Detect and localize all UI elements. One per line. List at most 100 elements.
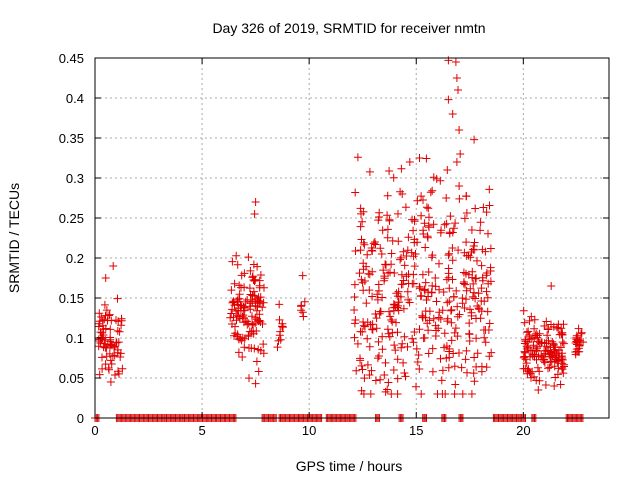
data-point — [350, 293, 359, 301]
data-point — [359, 238, 368, 247]
data-point — [251, 379, 260, 388]
data-point — [367, 366, 376, 375]
data-point — [253, 262, 262, 271]
data-point — [228, 320, 236, 328]
data-point — [424, 204, 433, 213]
data-point — [392, 289, 401, 298]
data-point — [445, 347, 454, 356]
y-tick-label: 0 — [77, 411, 84, 426]
data-point — [412, 382, 420, 391]
data-point — [435, 259, 443, 268]
data-point — [226, 313, 235, 322]
data-point — [107, 360, 116, 368]
data-point — [410, 238, 419, 247]
data-point — [471, 204, 480, 213]
data-point — [356, 204, 365, 213]
data-point — [422, 203, 431, 212]
data-point — [250, 275, 259, 284]
data-point — [103, 316, 112, 325]
data-point — [98, 328, 106, 337]
data-point — [393, 390, 402, 398]
data-point — [469, 279, 478, 288]
data-point — [372, 314, 381, 323]
data-point — [398, 280, 407, 289]
data-point — [428, 367, 437, 376]
data-point — [361, 322, 369, 331]
data-point — [542, 342, 551, 351]
data-point — [276, 335, 285, 344]
data-point — [470, 135, 479, 144]
data-point — [420, 219, 429, 228]
data-point — [547, 357, 556, 366]
data-point — [385, 307, 393, 316]
data-point — [245, 327, 254, 336]
data-point — [524, 327, 533, 336]
data-point — [300, 297, 309, 306]
data-point — [374, 337, 383, 346]
data-point — [397, 164, 406, 173]
data-point — [403, 287, 412, 296]
data-point — [239, 303, 248, 311]
data-point — [447, 318, 456, 327]
data-point — [454, 86, 462, 94]
data-point — [524, 344, 533, 352]
y-tick-label: 0.15 — [59, 291, 84, 306]
data-point — [375, 352, 383, 360]
data-point — [460, 214, 469, 223]
y-tick-label: 0.2 — [66, 251, 84, 266]
data-point — [476, 218, 485, 227]
data-point — [477, 284, 486, 293]
data-point — [409, 338, 418, 347]
data-point — [363, 334, 372, 343]
data-point — [105, 365, 113, 374]
data-point — [244, 253, 253, 262]
data-point — [533, 344, 541, 353]
data-point — [455, 126, 464, 134]
x-tick-label: 15 — [409, 423, 423, 438]
data-point — [575, 336, 584, 345]
data-point — [368, 292, 377, 301]
data-point — [522, 359, 531, 368]
data-point — [235, 294, 244, 303]
data-point — [473, 349, 482, 358]
data-point — [100, 300, 109, 309]
data-point — [459, 268, 468, 277]
data-point — [460, 304, 469, 312]
data-point — [447, 336, 456, 345]
data-point — [258, 320, 267, 328]
data-point — [228, 305, 237, 314]
data-point — [556, 380, 565, 389]
data-point — [413, 358, 422, 366]
data-point — [387, 249, 396, 258]
data-point — [540, 322, 549, 330]
data-point — [466, 305, 474, 314]
data-point — [423, 232, 432, 241]
data-point — [409, 270, 418, 279]
data-point — [399, 304, 408, 313]
data-point — [112, 316, 120, 325]
data-point — [394, 209, 402, 218]
data-point — [358, 365, 367, 374]
data-point — [356, 222, 365, 231]
data-point — [353, 339, 362, 348]
data-point — [465, 337, 474, 345]
data-point — [391, 303, 400, 312]
x-tick-label: 10 — [302, 423, 316, 438]
data-point — [252, 327, 261, 335]
data-point — [118, 364, 127, 373]
data-point — [388, 317, 397, 326]
data-point — [378, 332, 387, 341]
data-point — [387, 316, 396, 324]
data-point — [254, 293, 263, 302]
data-point — [376, 244, 385, 253]
data-point — [438, 366, 447, 375]
data-point — [399, 276, 408, 285]
data-point — [429, 220, 438, 229]
data-point — [384, 329, 393, 338]
data-point — [455, 182, 464, 190]
data-point — [360, 240, 369, 249]
data-point — [435, 285, 444, 294]
data-point — [419, 334, 428, 343]
data-point — [383, 233, 392, 242]
data-point — [394, 237, 403, 246]
